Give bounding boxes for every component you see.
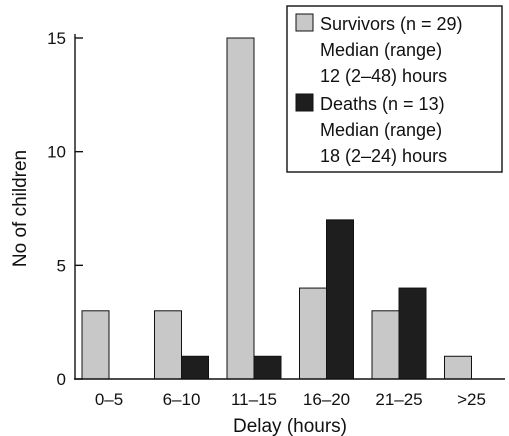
bar-deaths-3 <box>326 219 354 380</box>
x-tick-label-1: 6–10 <box>163 390 201 409</box>
y-tick-label-15: 15 <box>47 29 66 48</box>
x-tick-label-4: 21–25 <box>375 390 422 409</box>
legend-swatch-deaths <box>295 93 314 112</box>
legend-note-survivors-1: 12 (2–48) hours <box>320 66 447 86</box>
legend-swatch-survivors <box>295 13 314 32</box>
legend-note-survivors-0: Median (range) <box>320 40 442 60</box>
x-tick-label-3: 16–20 <box>303 390 350 409</box>
bars-group <box>81 37 472 380</box>
bar-survivors-2 <box>226 37 255 380</box>
bar-survivors-1 <box>154 310 182 380</box>
legend-note-deaths-1: 18 (2–24) hours <box>320 146 447 166</box>
bar-survivors-4 <box>371 310 400 380</box>
y-tick-label-10: 10 <box>47 143 66 162</box>
legend-box <box>286 5 503 173</box>
x-tick-label-5: >25 <box>457 390 486 409</box>
y-axis-title: No of children <box>10 150 31 267</box>
labels-group: 0 5 10 15 0–5 6–10 11–15 16–20 21–25 >25 Delay (ho… <box>10 29 486 436</box>
x-tick-label-2: 11–15 <box>231 390 277 409</box>
bar-deaths-2 <box>253 355 282 380</box>
legend-label-deaths: Deaths (n = 13) <box>320 94 445 114</box>
y-tick-label-5: 5 <box>57 256 66 275</box>
bar-deaths-1 <box>181 355 209 380</box>
legend-note-deaths-0: Median (range) <box>320 120 442 140</box>
bar-survivors-0 <box>81 310 110 380</box>
x-axis-title: Delay (hours) <box>233 416 347 436</box>
bar-deaths-4 <box>398 287 427 380</box>
y-tick-label-0: 0 <box>57 370 66 389</box>
legend-label-survivors: Survivors (n = 29) <box>320 14 463 34</box>
axes-group <box>74 34 505 380</box>
x-tick-label-0: 0–5 <box>95 390 123 409</box>
bar-survivors-5 <box>444 355 472 380</box>
legend: Survivors (n = 29) Median (range) 12 (2–48… <box>286 5 503 173</box>
bar-survivors-3 <box>299 287 327 380</box>
